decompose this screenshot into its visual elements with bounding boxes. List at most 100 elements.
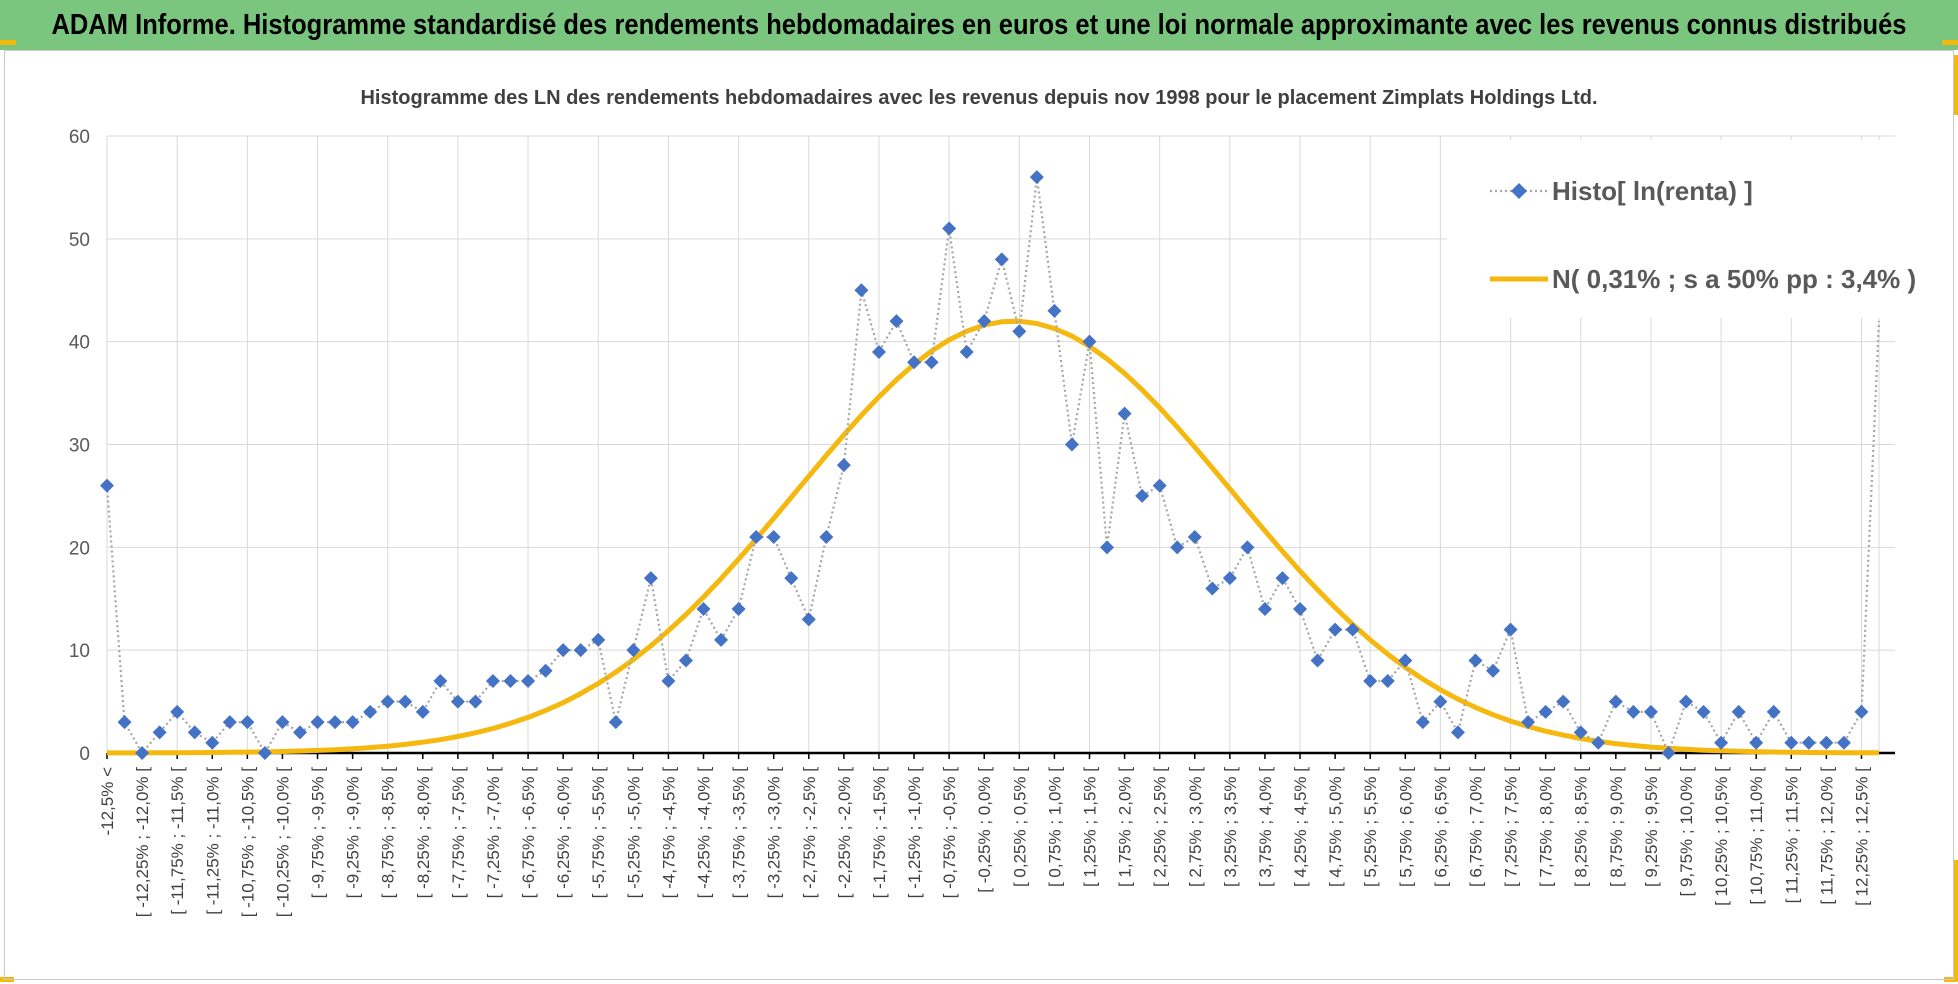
histo-point: [450, 694, 465, 709]
histo-point: [661, 674, 676, 689]
histo-point: [1310, 653, 1325, 668]
y-tick-label: 40: [69, 333, 90, 354]
x-category-label: [ 1,75% ; 2,0% [: [1116, 767, 1135, 887]
histo-point: [538, 663, 553, 678]
y-tick-label: 20: [69, 538, 90, 559]
x-category-label: [ -2,25% ; -2,0% [: [835, 767, 854, 899]
legend-histo-label: Histo[ ln(renta) ]: [1552, 176, 1753, 206]
x-category-label: [ -8,25% ; -8,0% [: [414, 767, 433, 899]
histo-point: [1064, 437, 1079, 452]
histo-point: [485, 674, 500, 689]
histo-point: [328, 715, 343, 730]
histo-point: [415, 704, 430, 719]
histo-point: [871, 344, 886, 359]
histo-point: [205, 735, 220, 750]
x-category-label: [ 3,75% ; 4,0% [: [1256, 767, 1275, 887]
x-category-label: [ -0,25% ; 0,0% [: [975, 767, 994, 893]
histo-point: [1363, 674, 1378, 689]
x-category-label: -12,5% <: [98, 767, 117, 836]
y-tick-label: 0: [79, 744, 90, 765]
x-category-label: [ -4,25% ; -4,0% [: [695, 767, 714, 899]
histo-point: [836, 458, 851, 473]
histo-point: [1082, 334, 1097, 349]
histo-point: [1626, 704, 1641, 719]
histo-point: [942, 221, 957, 236]
x-category-label: [ 5,75% ; 6,0% [: [1396, 767, 1415, 887]
histo-point: [1538, 704, 1553, 719]
accent-corner-top-right: [1942, 40, 1958, 45]
histo-point: [1222, 571, 1237, 586]
histo-point: [959, 344, 974, 359]
accent-corner-top-left: [0, 40, 16, 45]
histo-point: [292, 725, 307, 740]
histo-point: [187, 725, 202, 740]
histo-point: [1468, 653, 1483, 668]
histo-point: [608, 715, 623, 730]
histo-point: [1293, 602, 1308, 617]
histo-point: [977, 314, 992, 329]
histo-point: [1679, 694, 1694, 709]
x-category-label: [ -11,25% ; -11,0% [: [203, 767, 222, 915]
x-category-label: [ -7,75% ; -7,5% [: [449, 767, 468, 899]
histo-point: [1854, 704, 1869, 719]
histo-point: [1819, 735, 1834, 750]
histo-point: [117, 715, 132, 730]
histo-point: [1275, 571, 1290, 586]
x-category-label: [ -6,75% ; -6,5% [: [519, 767, 538, 899]
histo-point: [1380, 674, 1395, 689]
histo-point: [310, 715, 325, 730]
x-category-label: [ -10,25% ; -10,0% [: [273, 767, 292, 918]
histo-point: [556, 643, 571, 658]
legend-histo-swatch-marker: [1511, 183, 1527, 199]
x-category-label: [ 9,75% ; 10,0% [: [1677, 767, 1696, 897]
histo-point: [1503, 622, 1518, 637]
histo-point: [1714, 735, 1729, 750]
histo-point: [731, 602, 746, 617]
report-title: ADAM Informe. Histogramme standardisé de…: [51, 8, 1907, 41]
normal-curve-line: [107, 318, 1879, 756]
histo-point: [100, 478, 114, 493]
histo-point: [257, 746, 272, 760]
histo-point: [275, 715, 290, 730]
histo-point: [1100, 540, 1115, 555]
histo-point: [1152, 478, 1167, 493]
x-category-label: [ -9,25% ; -9,0% [: [344, 767, 363, 899]
histo-point: [591, 632, 606, 647]
x-category-label: [ 0,75% ; 1,0% [: [1045, 767, 1064, 887]
histo-point: [380, 694, 395, 709]
histo-point: [1328, 622, 1343, 637]
x-category-label: [ 5,25% ; 5,5% [: [1361, 767, 1380, 887]
x-category-label: [ -5,75% ; -5,5% [: [589, 767, 608, 899]
histo-point: [994, 252, 1009, 267]
histo-point: [1731, 704, 1746, 719]
histo-point: [398, 694, 413, 709]
x-category-label: [ 9,25% ; 9,5% [: [1642, 767, 1661, 887]
x-category-label: [ 2,25% ; 2,5% [: [1151, 767, 1170, 887]
histo-point: [1450, 725, 1465, 740]
histo-point: [433, 674, 448, 689]
histo-point: [1433, 694, 1448, 709]
histo-point: [1170, 540, 1185, 555]
x-category-label: [ 8,25% ; 8,5% [: [1572, 767, 1591, 887]
histo-point: [854, 283, 869, 298]
chart-frame: [4, 50, 1954, 980]
x-category-label: [ -10,75% ; -10,5% [: [238, 767, 257, 918]
histo-markers: [100, 170, 1869, 760]
histo-point: [1591, 735, 1606, 750]
histo-point: [766, 530, 781, 545]
x-category-label: [ -0,75% ; -0,5% [: [940, 767, 959, 899]
x-category-label: [ -8,75% ; -8,5% [: [379, 767, 398, 899]
histo-point: [1784, 735, 1799, 750]
histo-point: [135, 746, 150, 760]
histo-point: [889, 314, 904, 329]
x-category-label: [ 10,25% ; 10,5% [: [1712, 767, 1731, 906]
histo-point: [345, 715, 360, 730]
legend-normal-label: N( 0,31% ; s a 50% pp : 3,4% ): [1552, 264, 1916, 294]
histo-point: [1836, 735, 1851, 750]
x-category-label: [ -3,75% ; -3,5% [: [730, 767, 749, 899]
histo-point: [1556, 694, 1571, 709]
x-category-label: [ -3,25% ; -3,0% [: [765, 767, 784, 899]
x-category-label: [ 4,25% ; 4,5% [: [1291, 767, 1310, 887]
histo-point: [1135, 488, 1150, 503]
x-category-label: [ 7,75% ; 8,0% [: [1537, 767, 1556, 887]
